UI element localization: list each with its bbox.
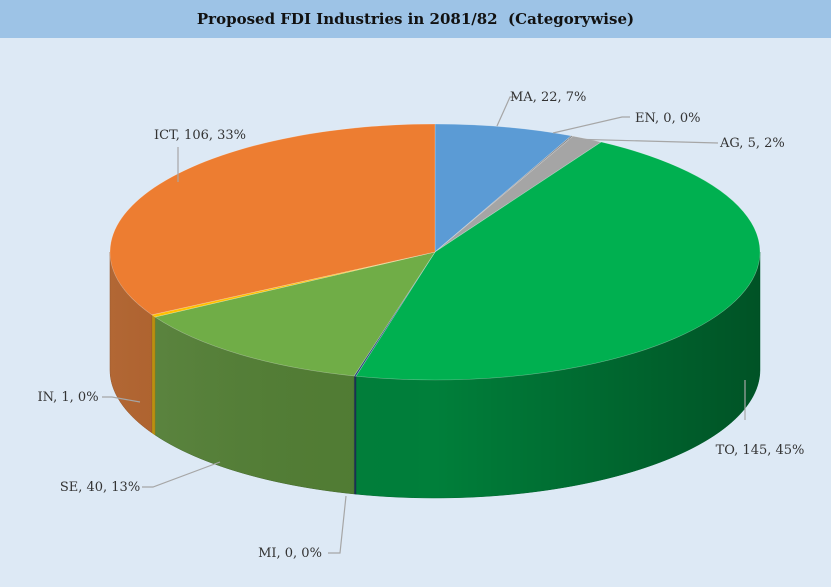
chart-title: Proposed FDI Industries in 2081/82 (Cate… [0, 0, 831, 38]
leader-line-mi [328, 495, 347, 554]
leader-line-en [552, 116, 630, 134]
pie-slice-ict [109, 123, 436, 316]
pie-slice-to [355, 141, 761, 381]
pie-side-shading [110, 252, 760, 498]
data-label-in: IN, 1, 0% [37, 390, 98, 405]
leader-line-ma [496, 96, 517, 127]
data-label-ag: AG, 5, 2% [719, 136, 785, 151]
data-label-en: EN, 0, 0% [635, 111, 700, 126]
pie-slice-en [434, 135, 574, 253]
pie-slice-se [154, 251, 436, 377]
data-label-se: SE, 40, 13% [60, 480, 140, 495]
leader-line-se [142, 461, 221, 488]
pie-slice-in [151, 251, 436, 318]
data-label-to: TO, 145, 45% [716, 443, 805, 458]
data-label-mi: MI, 0, 0% [258, 546, 322, 561]
leader-line-ag [567, 138, 719, 144]
pie-slice-ma [434, 123, 572, 253]
leader-line-in [102, 396, 141, 403]
pie-slice-mi [353, 251, 436, 377]
data-label-ict: ICT, 106, 33% [154, 128, 246, 143]
data-label-ma: MA, 22, 7% [510, 90, 586, 105]
